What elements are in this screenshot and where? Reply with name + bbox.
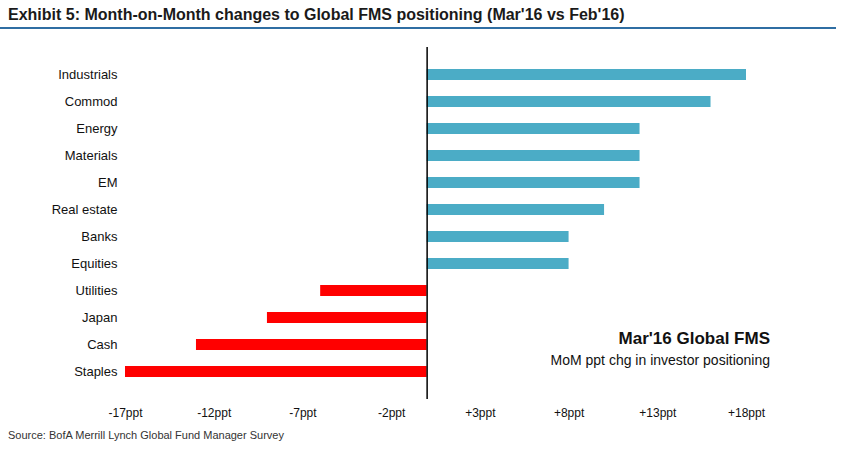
svg-text:-2ppt: -2ppt	[378, 406, 406, 420]
svg-text:Industrials: Industrials	[58, 67, 118, 82]
svg-text:Equities: Equities	[71, 256, 118, 271]
svg-text:+3ppt: +3ppt	[465, 406, 496, 420]
svg-text:+8ppt: +8ppt	[554, 406, 585, 420]
svg-text:Real estate: Real estate	[52, 202, 118, 217]
svg-text:+18ppt: +18ppt	[728, 406, 766, 420]
svg-text:EM: EM	[98, 175, 118, 190]
svg-text:-17ppt: -17ppt	[108, 406, 143, 420]
svg-text:-7ppt: -7ppt	[289, 406, 317, 420]
svg-text:+13ppt: +13ppt	[639, 406, 677, 420]
svg-text:Banks: Banks	[81, 229, 118, 244]
svg-text:Utilities: Utilities	[76, 283, 118, 298]
svg-text:Cash: Cash	[87, 337, 117, 352]
svg-text:Commod: Commod	[65, 94, 118, 109]
html-text:Exhibit 5: Month-on-Month chan: Exhibit 5: Month-on-Month changes to Glo…	[8, 6, 625, 23]
html-text:Mar'16 Global FMS: Mar'16 Global FMS	[618, 329, 770, 348]
svg-text:Staples: Staples	[74, 364, 118, 379]
svg-text:Energy: Energy	[76, 121, 118, 136]
html-text:MoM ppt chg in investor positi: MoM ppt chg in investor positioning	[550, 352, 770, 368]
svg-text:-12ppt: -12ppt	[197, 406, 232, 420]
svg-text:Materials: Materials	[65, 148, 118, 163]
svg-text:Japan: Japan	[82, 310, 117, 325]
html-text:Source: BofA Merrill Lynch Glo: Source: BofA Merrill Lynch Global Fund M…	[8, 429, 284, 441]
